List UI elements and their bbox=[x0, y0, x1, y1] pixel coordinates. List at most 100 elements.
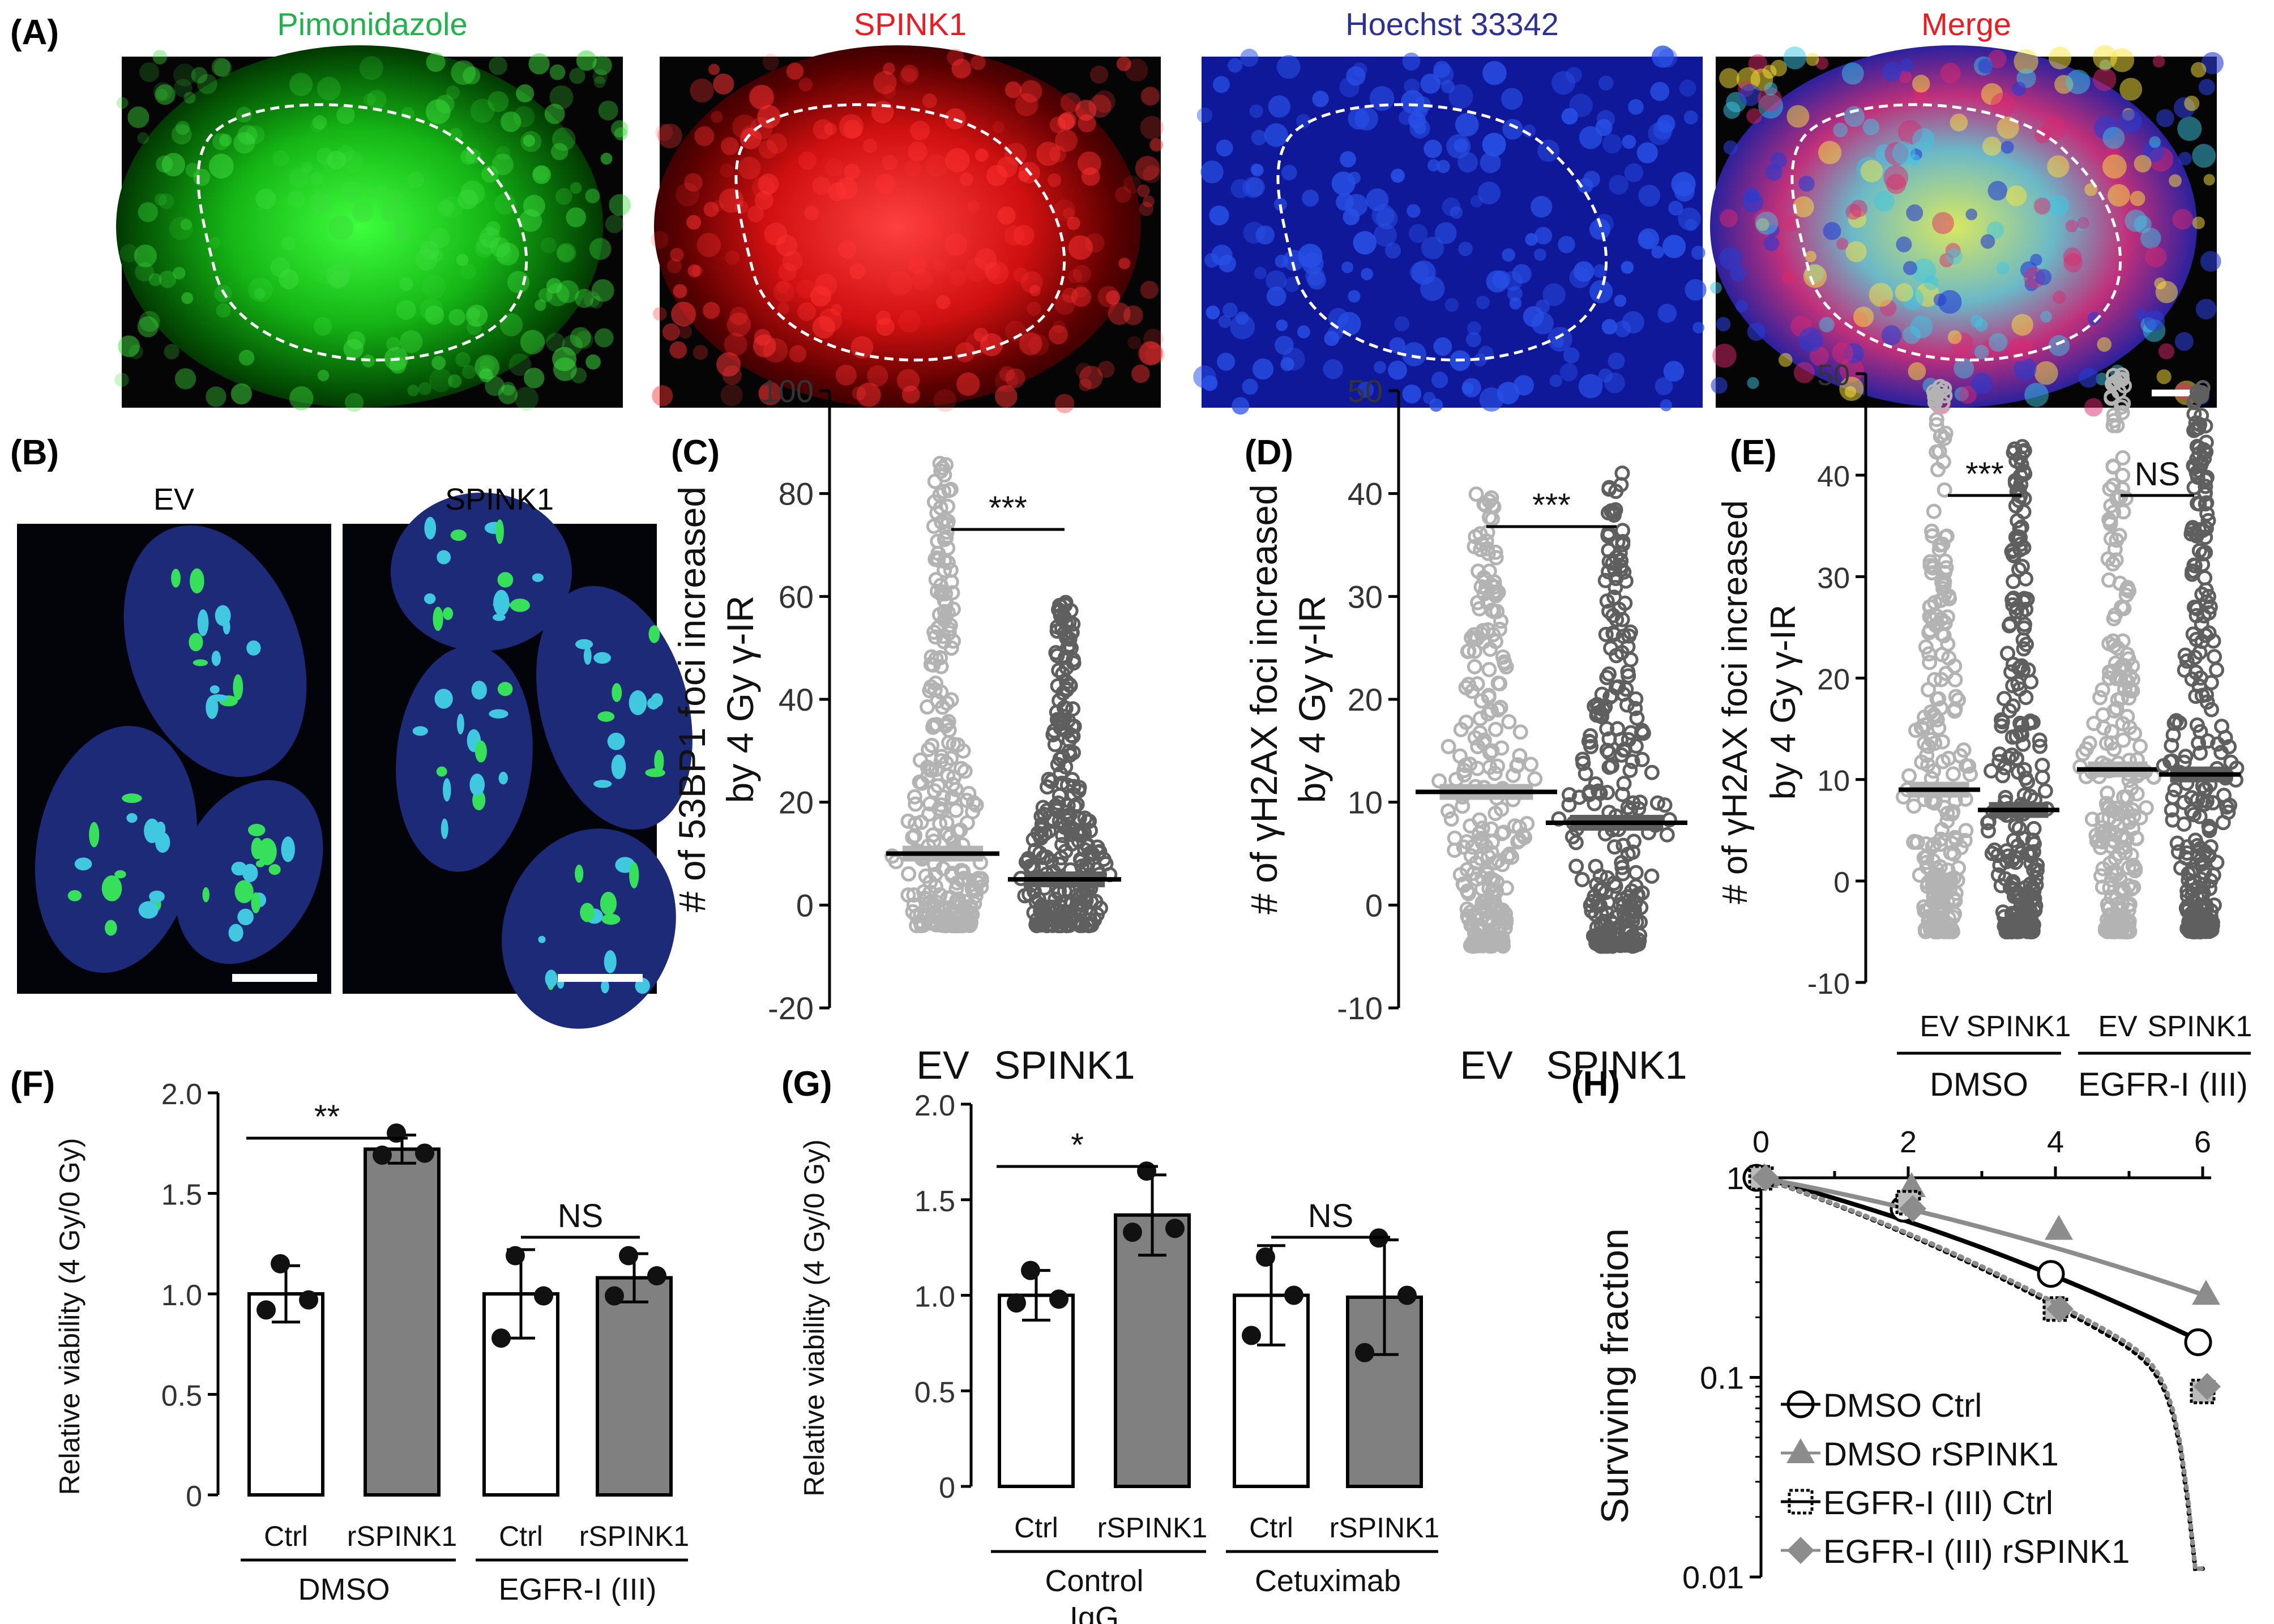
cell bbox=[1739, 84, 1762, 106]
significance-label: *** bbox=[1532, 487, 1571, 524]
data-point bbox=[1939, 609, 1955, 625]
data-point bbox=[1581, 787, 1597, 802]
cell bbox=[719, 163, 734, 178]
cell bbox=[1140, 87, 1160, 106]
cell bbox=[898, 310, 921, 333]
cell bbox=[605, 215, 624, 233]
cell bbox=[1353, 231, 1377, 255]
data-point bbox=[944, 867, 960, 883]
focus bbox=[601, 913, 621, 925]
cell bbox=[873, 71, 897, 95]
cell bbox=[1551, 71, 1575, 95]
cell bbox=[1054, 129, 1078, 152]
data-point bbox=[1588, 858, 1604, 874]
cell bbox=[2102, 154, 2127, 179]
cell bbox=[1596, 110, 1615, 129]
cell bbox=[289, 72, 313, 96]
cell bbox=[1845, 241, 1867, 263]
cell bbox=[729, 306, 749, 326]
data-point bbox=[1066, 652, 1082, 668]
series-line bbox=[1759, 1176, 2205, 1345]
data-point bbox=[1469, 631, 1485, 647]
cell bbox=[478, 365, 491, 379]
data-point bbox=[2118, 924, 2134, 939]
cell bbox=[566, 207, 586, 228]
cell bbox=[544, 104, 565, 124]
data-point bbox=[257, 1300, 276, 1320]
cell bbox=[1209, 205, 1229, 226]
cell bbox=[337, 145, 354, 162]
data-point bbox=[1937, 430, 1952, 446]
cell bbox=[549, 64, 566, 80]
cell bbox=[313, 195, 328, 210]
cell bbox=[1542, 283, 1566, 306]
cell bbox=[1049, 146, 1067, 163]
cell bbox=[657, 123, 682, 148]
data-point bbox=[1578, 766, 1593, 781]
cell bbox=[2008, 337, 2033, 362]
data-point bbox=[928, 879, 944, 895]
cell bbox=[387, 190, 404, 207]
cell bbox=[1217, 352, 1236, 371]
data-point bbox=[1459, 901, 1475, 917]
cell bbox=[2024, 382, 2049, 407]
data-point bbox=[2191, 389, 2207, 405]
cell bbox=[1624, 163, 1644, 182]
cell bbox=[270, 257, 290, 277]
y-axis-label: # of γH2AX foci increased bbox=[1243, 484, 1285, 914]
cell bbox=[1651, 45, 1674, 68]
nuclei-image-0: EV bbox=[17, 482, 331, 994]
cell bbox=[2048, 195, 2069, 216]
cell bbox=[1145, 344, 1165, 365]
cell bbox=[1862, 118, 1880, 135]
data-point bbox=[2172, 715, 2187, 731]
data-point bbox=[1598, 884, 1614, 900]
data-point bbox=[1618, 681, 1634, 697]
cell bbox=[984, 262, 1001, 279]
y-axis-label: Surviving fraction bbox=[1593, 1228, 1636, 1524]
cell bbox=[1746, 108, 1762, 124]
data-point bbox=[2010, 513, 2025, 529]
focus bbox=[597, 711, 615, 722]
data-point bbox=[1926, 384, 1942, 400]
panel-label: (A) bbox=[10, 13, 59, 52]
data-point bbox=[1991, 754, 2007, 770]
y-tick-label: 2.0 bbox=[914, 1089, 955, 1122]
data-point bbox=[1060, 812, 1076, 828]
cell bbox=[2006, 185, 2027, 207]
data-point bbox=[2105, 664, 2121, 679]
focus bbox=[228, 924, 243, 942]
data-point bbox=[1649, 795, 1665, 811]
cell bbox=[1938, 290, 1962, 314]
data-point bbox=[2081, 736, 2097, 751]
cell bbox=[1089, 65, 1109, 84]
series-marker bbox=[2194, 1373, 2221, 1400]
cell bbox=[1373, 223, 1397, 247]
data-point bbox=[973, 871, 989, 887]
cell bbox=[486, 221, 501, 236]
cell bbox=[317, 270, 332, 285]
cell bbox=[1579, 126, 1602, 149]
cell bbox=[1015, 93, 1038, 117]
cell bbox=[1206, 305, 1220, 320]
cell bbox=[1374, 361, 1387, 374]
y-tick-label: 1.5 bbox=[914, 1185, 955, 1218]
cell bbox=[995, 369, 1019, 393]
data-point bbox=[923, 679, 939, 695]
focus bbox=[144, 818, 160, 844]
cell bbox=[219, 134, 232, 147]
data-point bbox=[1007, 1293, 1026, 1313]
cell bbox=[2078, 367, 2099, 388]
data-point bbox=[1475, 933, 1491, 949]
cell bbox=[1450, 206, 1463, 219]
cell bbox=[1763, 235, 1780, 251]
channel-title: Hoechst 33342 bbox=[1345, 6, 1559, 42]
cell bbox=[555, 188, 572, 205]
cell bbox=[114, 373, 129, 387]
cell bbox=[804, 206, 819, 220]
cell bbox=[374, 184, 389, 199]
cell bbox=[2011, 82, 2027, 96]
data-point bbox=[1585, 894, 1601, 909]
cell bbox=[535, 299, 546, 311]
